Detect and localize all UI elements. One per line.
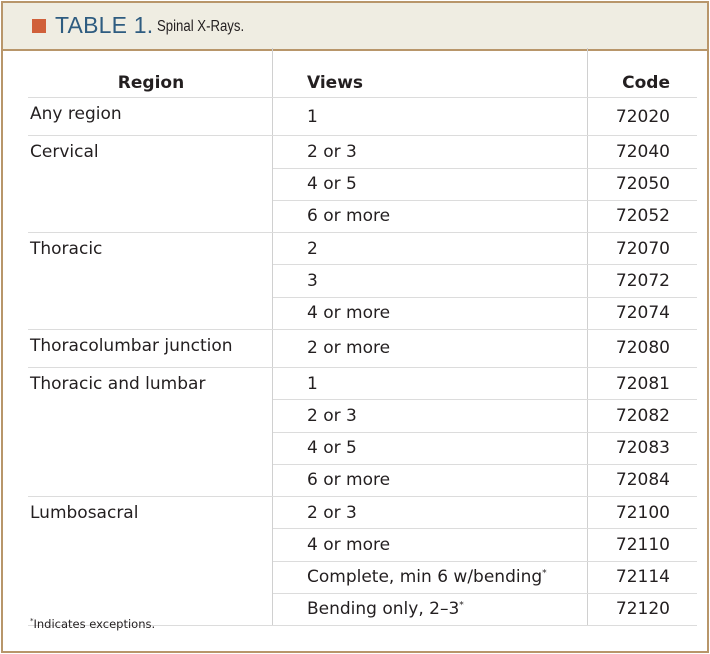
table-row: 2 or 3 72082 [28, 399, 697, 433]
column-header-views: Views [272, 48, 588, 98]
views-text: 4 or 5 [307, 438, 357, 459]
table-row: Bending only, 2–3* 72120 [28, 593, 697, 627]
views-text: 1 [307, 106, 318, 127]
column-header-code: Code [587, 48, 697, 98]
views-cell: Bending only, 2–3* [272, 593, 588, 627]
region-cell: Lumbosacral [28, 496, 273, 626]
footnote: *Indicates exceptions. [30, 617, 155, 631]
table-row: Lumbosacral 2 or 3 72100 [28, 496, 697, 626]
accent-square-icon [32, 19, 46, 33]
region-cell: Thoracic and lumbar [28, 367, 273, 497]
views-cell: 1 [272, 367, 588, 401]
table-header-bar: TABLE 1. Spinal X-Rays. [3, 3, 707, 51]
exception-mark: * [459, 600, 464, 611]
table-row: Complete, min 6 w/bending* 72114 [28, 561, 697, 594]
views-text: 4 or more [307, 534, 391, 555]
code-cell: 72120 [587, 593, 697, 627]
code-cell: 72070 [587, 232, 697, 266]
views-text: 2 or more [307, 338, 391, 359]
views-cell: 4 or more [272, 528, 588, 562]
table-row: 3 72072 [28, 264, 697, 298]
spinal-xray-table: Region Views Code Any region 1 72020 Cervic… [28, 48, 697, 627]
views-cell: 3 [272, 264, 588, 298]
region-cell: Cervical [28, 135, 273, 233]
code-cell: 72072 [587, 264, 697, 298]
table-row: 6 or more 72084 [28, 464, 697, 498]
region-cell: Thoracic [28, 232, 273, 330]
code-cell: 72052 [587, 200, 697, 234]
code-cell: 72084 [587, 464, 697, 498]
views-cell: 4 or 5 [272, 168, 588, 201]
table-row: Thoracic and lumbar 1 72081 [28, 367, 697, 497]
code-cell: 72080 [587, 329, 697, 369]
table-number: TABLE 1. [55, 12, 154, 38]
exception-mark: * [542, 568, 547, 579]
views-text: 2 [307, 238, 318, 259]
code-cell: 72081 [587, 367, 697, 401]
views-cell: 6 or more [272, 464, 588, 498]
table-row: 4 or 5 72083 [28, 432, 697, 465]
views-cell: 2 or 3 [272, 135, 588, 169]
views-text: 6 or more [307, 206, 391, 227]
table-row: Thoracic 2 72070 [28, 232, 697, 330]
views-text: 6 or more [307, 470, 391, 491]
views-cell: 6 or more [272, 200, 588, 234]
region-cell: Thoracolumbar junction [28, 329, 273, 369]
code-cell: 72114 [587, 561, 697, 594]
table-row: 6 or more 72052 [28, 200, 697, 234]
table-title: Spinal X-Rays. [157, 18, 245, 35]
views-cell: 2 [272, 232, 588, 266]
column-header-region: Region [28, 48, 273, 98]
views-text: 1 [307, 373, 318, 394]
table-row: 4 or more 72110 [28, 528, 697, 562]
views-cell: 2 or 3 [272, 496, 588, 530]
code-cell: 72020 [587, 97, 697, 137]
views-text: 2 or 3 [307, 502, 357, 523]
table-row: 4 or more 72074 [28, 297, 697, 330]
code-cell: 72074 [587, 297, 697, 330]
views-text: Bending only, 2–3 [307, 599, 460, 620]
table-row: Cervical 2 or 3 72040 [28, 135, 697, 233]
table-row: Any region 1 72020 [28, 97, 697, 137]
views-text: Complete, min 6 w/bending [307, 567, 543, 588]
views-cell: 4 or 5 [272, 432, 588, 465]
views-cell: 2 or more [272, 329, 588, 369]
code-cell: 72050 [587, 168, 697, 201]
views-cell: 2 or 3 [272, 399, 588, 433]
views-text: 3 [307, 270, 318, 291]
views-text: 2 or 3 [307, 141, 357, 162]
views-text: 4 or 5 [307, 174, 357, 195]
views-cell: 4 or more [272, 297, 588, 330]
footnote-mark: * [30, 617, 34, 626]
views-text: 4 or more [307, 303, 391, 324]
views-cell: 1 [272, 97, 588, 137]
code-cell: 72110 [587, 528, 697, 562]
region-cell: Any region [28, 97, 273, 137]
code-cell: 72040 [587, 135, 697, 169]
column-header-row: Region Views Code [28, 48, 697, 98]
views-text: 2 or 3 [307, 405, 357, 426]
table-row: 4 or 5 72050 [28, 168, 697, 201]
code-cell: 72100 [587, 496, 697, 530]
code-cell: 72083 [587, 432, 697, 465]
views-cell: Complete, min 6 w/bending* [272, 561, 588, 594]
footnote-text: Indicates exceptions. [33, 617, 156, 631]
code-cell: 72082 [587, 399, 697, 433]
table-row: Thoracolumbar junction 2 or more 72080 [28, 329, 697, 369]
